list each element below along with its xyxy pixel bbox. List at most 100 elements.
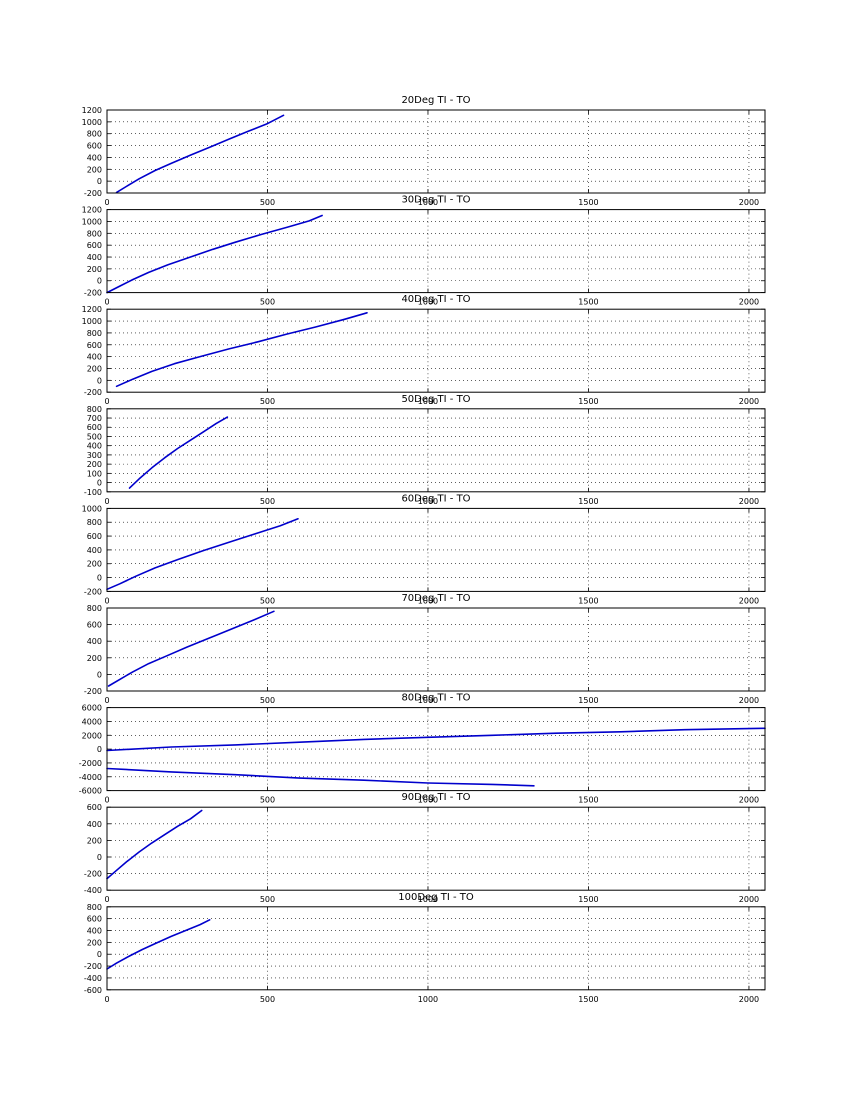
x-tick-label: 1500 [578, 895, 598, 904]
plot-frame [106, 308, 766, 393]
subplot-7: 0 500 1000 1500 2000 -6000 -4000 -2000 0 2000 4000… [79, 693, 766, 805]
plot-frame [106, 607, 766, 692]
y-tick-label: 4000 [82, 717, 102, 726]
subplot-2: 0 500 1000 1500 2000-20002004006008001000120… [82, 195, 766, 307]
y-tick-label: 600 [87, 803, 102, 812]
x-tick-label: 0 [104, 397, 109, 406]
x-tick-label: 0 [104, 696, 109, 705]
y-tick-label: 1200 [82, 305, 102, 314]
y-tick-label: 600 [87, 341, 102, 350]
subplot-4: 0 500 1000 1500 2000-10001002003004005006007… [84, 394, 766, 506]
y-tick-label: -2000 [79, 759, 102, 768]
y-tick-label: 200 [87, 460, 102, 469]
x-tick-label: 1500 [578, 298, 598, 307]
plot-frame [106, 806, 766, 891]
x-tick-label: 0 [104, 796, 109, 805]
y-tick-label: 0 [97, 745, 102, 754]
y-tick-label: 800 [87, 518, 102, 527]
y-tick-label: 400 [87, 153, 102, 162]
x-tick-label: 1500 [578, 596, 598, 605]
x-tick-label: 1000 [418, 298, 438, 307]
series-line-2 [106, 767, 535, 787]
x-tick-label: 500 [260, 796, 275, 805]
y-tick-label: 0 [97, 177, 102, 186]
y-tick-label: 800 [87, 130, 102, 139]
x-tick-label: 2000 [739, 596, 759, 605]
y-tick-label: 0 [97, 574, 102, 583]
subplot-title: 90Deg TI - TO [401, 792, 470, 803]
y-tick-label: 400 [87, 927, 102, 936]
x-tick-label: 1500 [578, 796, 598, 805]
y-tick-label: 0 [97, 670, 102, 679]
x-tick-label: 500 [260, 995, 275, 1004]
x-tick-label: 1500 [578, 995, 598, 1004]
x-tick-label: 2000 [739, 995, 759, 1004]
y-tick-label: 300 [87, 451, 102, 460]
subplot-title: 100Deg TI - TO [398, 892, 474, 903]
y-tick-label: 400 [87, 253, 102, 262]
x-tick-label: 2000 [739, 696, 759, 705]
y-tick-label: 400 [87, 546, 102, 555]
subplot-5: 0 500 1000 1500 2000-2000200400600800100060D… [82, 493, 766, 605]
y-tick-label: 200 [87, 654, 102, 663]
x-tick-label: 1000 [418, 995, 438, 1004]
plot-frame [106, 109, 766, 194]
x-tick-label: 1000 [418, 895, 438, 904]
y-tick-label: -200 [84, 388, 102, 397]
x-tick-label: 1500 [578, 696, 598, 705]
x-tick-label: 500 [260, 596, 275, 605]
x-tick-label: 2000 [739, 298, 759, 307]
y-tick-label: -200 [84, 189, 102, 198]
x-tick-label: 0 [104, 497, 109, 506]
y-tick-label: 600 [87, 241, 102, 250]
x-tick-label: 1000 [418, 497, 438, 506]
y-tick-label: 1200 [82, 206, 102, 215]
x-tick-label: 0 [104, 895, 109, 904]
y-tick-label: -200 [84, 289, 102, 298]
y-tick-label: 1000 [82, 217, 102, 226]
subplot-title: 70Deg TI - TO [401, 593, 470, 604]
y-tick-label: 100 [87, 469, 102, 478]
x-tick-label: 500 [260, 397, 275, 406]
x-tick-label: 2000 [739, 895, 759, 904]
subplot-title: 30Deg TI - TO [401, 195, 470, 206]
series-line-1 [128, 416, 229, 489]
x-tick-label: 2000 [739, 397, 759, 406]
subplot-title: 80Deg TI - TO [401, 693, 470, 704]
y-tick-label: 700 [87, 414, 102, 423]
y-tick-label: 0 [97, 950, 102, 959]
y-tick-label: 800 [87, 604, 102, 613]
y-tick-label: 800 [87, 229, 102, 238]
x-tick-label: 1000 [418, 696, 438, 705]
y-tick-label: -200 [84, 687, 102, 696]
series-line-1 [115, 114, 285, 194]
x-tick-label: 2000 [739, 497, 759, 506]
y-tick-label: 200 [87, 938, 102, 947]
subplot-3: 0 500 1000 1500 2000-20002004006008001000120… [82, 294, 766, 406]
y-tick-label: 1000 [82, 317, 102, 326]
y-tick-label: 500 [87, 432, 102, 441]
series-line-1 [107, 610, 275, 687]
y-tick-label: -200 [84, 962, 102, 971]
plot-frame [106, 906, 766, 991]
x-tick-label: 2000 [739, 796, 759, 805]
x-tick-label: 1500 [578, 497, 598, 506]
subplot-title: 60Deg TI - TO [401, 493, 470, 504]
x-tick-label: 1500 [578, 397, 598, 406]
x-tick-label: 1000 [418, 596, 438, 605]
subplot-8: 0 500 1000 1500 2000 -400 -200 0 200 400 600 90Deg … [84, 792, 766, 904]
y-tick-label: 800 [87, 329, 102, 338]
series-line-1 [106, 214, 323, 294]
subplot-1: 0 500 1000 1500 2000-20002004006008001000120… [82, 95, 766, 207]
x-tick-label: 500 [260, 497, 275, 506]
y-tick-label: -600 [84, 986, 102, 995]
series-line-1 [106, 518, 299, 591]
y-tick-label: 400 [87, 353, 102, 362]
subplot-title: 40Deg TI - TO [401, 294, 470, 305]
y-tick-label: -400 [84, 974, 102, 983]
y-tick-label: 0 [97, 277, 102, 286]
y-tick-label: 200 [87, 836, 102, 845]
y-tick-label: 1200 [82, 106, 102, 115]
